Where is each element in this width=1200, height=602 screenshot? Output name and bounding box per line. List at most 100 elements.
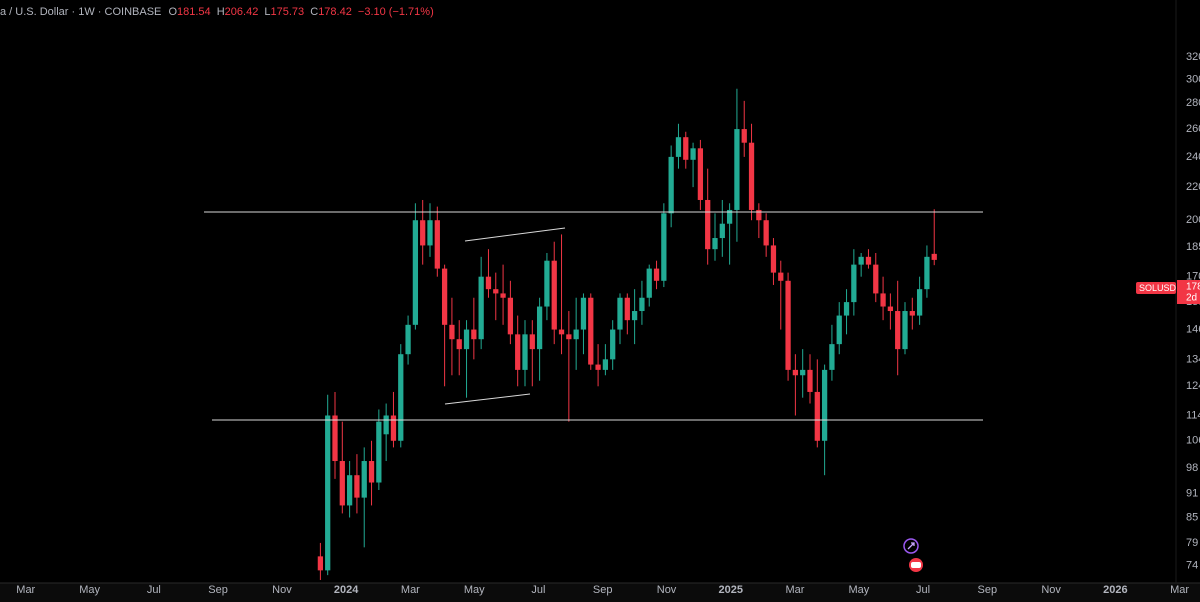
- candle-body: [456, 339, 462, 350]
- candle-body: [544, 260, 550, 307]
- candle-body: [814, 391, 820, 441]
- candle-body: [851, 264, 857, 303]
- y-tick-label: 79: [1186, 537, 1198, 549]
- candle-body: [420, 220, 426, 246]
- candle-body: [873, 264, 879, 294]
- y-tick-label: 320: [1186, 51, 1200, 63]
- candle-body: [748, 142, 755, 210]
- candle-body: [493, 289, 499, 294]
- candle-body: [858, 256, 864, 265]
- candle-body: [705, 199, 711, 250]
- x-tick-label: Jul: [916, 584, 930, 596]
- news-icon-glyph: [911, 562, 921, 568]
- candle-body: [368, 461, 375, 483]
- y-tick-label: 185: [1186, 241, 1200, 253]
- candle-body: [325, 415, 331, 571]
- y-tick-label: 146: [1186, 323, 1200, 335]
- h-label: H: [217, 6, 225, 18]
- candle-body: [895, 311, 901, 350]
- candle-body: [551, 260, 557, 330]
- candle-body: [756, 209, 762, 221]
- candle-body: [412, 220, 419, 325]
- candle-body: [471, 329, 477, 340]
- candle-body: [405, 324, 411, 355]
- candle-body: [515, 334, 521, 370]
- candle-body: [463, 329, 470, 350]
- candle-body: [522, 334, 528, 370]
- candle-body: [339, 461, 345, 506]
- candle-body: [843, 302, 850, 316]
- symbol: a / U.S. Dollar · 1W · COINBASE: [0, 6, 161, 18]
- candle-body: [924, 256, 930, 290]
- x-tick-label: 2025: [719, 584, 743, 596]
- y-tick-label: 98: [1186, 462, 1198, 474]
- candle-body: [800, 369, 806, 376]
- time-axis-bg: [0, 583, 1200, 602]
- y-tick-label: 220: [1186, 181, 1200, 193]
- y-tick-label: 170: [1186, 271, 1200, 283]
- candle-body: [332, 415, 338, 462]
- c-value: 178.42: [318, 6, 352, 18]
- candle-body: [354, 475, 360, 498]
- channel-line: [464, 227, 566, 242]
- candle-body: [712, 238, 718, 250]
- price-tag-countdown: 2d: [1186, 293, 1197, 304]
- candle-body: [427, 220, 433, 246]
- candle-body: [566, 334, 572, 340]
- candle-body: [726, 209, 733, 224]
- candle-body: [478, 276, 484, 340]
- x-tick-label: Sep: [208, 584, 228, 596]
- candle-body: [500, 293, 506, 298]
- candle-body: [441, 268, 448, 325]
- candle-body: [683, 137, 689, 160]
- candle-body: [580, 297, 587, 330]
- o-value: 181.54: [177, 6, 211, 18]
- candle-body: [602, 359, 609, 370]
- time-axis: Mar May Jul Sep Nov 2024 Mar May Jul Sep Nov 2025 Ma…: [16, 584, 1189, 596]
- x-tick-label: 2026: [1103, 584, 1127, 596]
- candle-body: [887, 306, 894, 312]
- y-tick-label: 124: [1186, 380, 1200, 392]
- candle-body: [668, 156, 674, 214]
- x-tick-label: Nov: [1041, 584, 1061, 596]
- candle-body: [529, 334, 535, 350]
- candle-body: [653, 268, 660, 281]
- x-tick-label: May: [848, 584, 869, 596]
- candles: [317, 88, 937, 580]
- candle-body: [690, 148, 696, 160]
- candle-body: [785, 280, 791, 370]
- candle-body: [646, 268, 652, 298]
- candle-body: [902, 311, 908, 350]
- x-tick-label: Mar: [16, 584, 35, 596]
- candle-body: [865, 256, 872, 265]
- candle-body: [346, 475, 353, 506]
- candle-body: [836, 315, 842, 345]
- candle-body: [792, 369, 799, 376]
- candle-body: [639, 297, 645, 312]
- y-tick-label: 74: [1186, 560, 1198, 572]
- y-tick-label: 134: [1186, 353, 1200, 365]
- x-tick-label: Sep: [593, 584, 613, 596]
- candle-body: [617, 297, 623, 330]
- y-tick-label: 85: [1186, 511, 1198, 523]
- candle-body: [507, 297, 514, 335]
- y-tick-label: 260: [1186, 123, 1200, 135]
- candle-body: [573, 329, 579, 340]
- x-tick-label: 2024: [334, 584, 359, 596]
- x-tick-label: Mar: [786, 584, 805, 596]
- y-tick-label: 240: [1186, 151, 1200, 163]
- candle-body: [734, 129, 740, 210]
- x-tick-label: Mar: [401, 584, 420, 596]
- event-icon[interactable]: [903, 538, 919, 554]
- candle-body: [741, 129, 747, 143]
- candle-body: [763, 220, 769, 246]
- candle-body: [778, 272, 784, 281]
- candle-body: [821, 369, 828, 441]
- price-tag-value: 178: [1186, 282, 1200, 293]
- x-tick-label: May: [79, 584, 100, 596]
- candle-body: [595, 364, 601, 370]
- x-tick-label: May: [464, 584, 485, 596]
- o-label: O: [168, 6, 177, 18]
